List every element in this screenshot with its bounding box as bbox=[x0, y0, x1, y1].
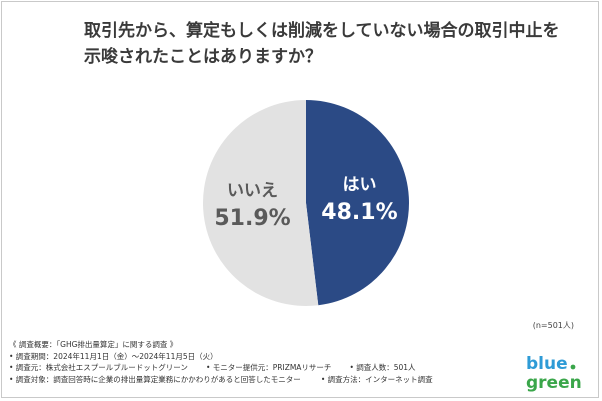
pie-slice-no bbox=[202, 100, 319, 307]
survey-target-row: • 調査対象：調査回答時に企業の排出量算定業務にかかわりがあると回答したモニター… bbox=[9, 374, 519, 386]
pie-slices bbox=[202, 100, 409, 307]
pie-slice-yes bbox=[306, 100, 409, 306]
title-line-2: 示唆されたことはありますか？ bbox=[84, 47, 322, 67]
title-line-1: 取引先から、算定もしくは削減をしていない場合の取引中止を bbox=[84, 21, 560, 41]
survey-organizer-row: • 調査元：株式会社エスプールブルードットグリーン • モニター提供元：PRIZM… bbox=[9, 362, 519, 374]
slice-label-no: いいえ bbox=[227, 181, 278, 201]
slice-value-no: 51.9% bbox=[214, 206, 290, 231]
slice-label-yes: はい bbox=[342, 175, 376, 195]
sample-size-label: (n=501人) bbox=[532, 321, 574, 330]
survey-period: • 調査期間：2024年11月1日（金）〜2024年11月5日（火） bbox=[9, 351, 218, 361]
logo-text-green: green bbox=[526, 373, 582, 393]
survey-summary: 《 調査概要：「GHG排出量算定」に関する調査 》 • 調査期間：2024年11… bbox=[9, 339, 519, 385]
slice-value-yes: 48.1% bbox=[321, 200, 397, 225]
bluegreen-logo: blue green bbox=[526, 354, 582, 393]
survey-monitor-provider: • モニター提供元：PRIZMAリサーチ bbox=[205, 363, 332, 372]
survey-organizer: • 調査元：株式会社エスプールブルードットグリーン bbox=[9, 363, 188, 372]
pie-labels: はい 48.1% いいえ 51.9% bbox=[214, 175, 397, 231]
survey-respondents: • 調査人数：501人 bbox=[349, 363, 416, 372]
chart-title: 取引先から、算定もしくは削減をしていない場合の取引中止を 示唆されたことはありま… bbox=[84, 18, 584, 70]
logo-dot bbox=[570, 364, 576, 370]
survey-heading: 《 調査概要：「GHG排出量算定」に関する調査 》 bbox=[9, 340, 178, 349]
logo-text-blue: blue bbox=[526, 354, 568, 374]
survey-target: • 調査対象：調査回答時に企業の排出量算定業務にかかわりがあると回答したモニター bbox=[9, 374, 301, 384]
survey-method: • 調査方法：インターネット調査 bbox=[320, 374, 433, 384]
